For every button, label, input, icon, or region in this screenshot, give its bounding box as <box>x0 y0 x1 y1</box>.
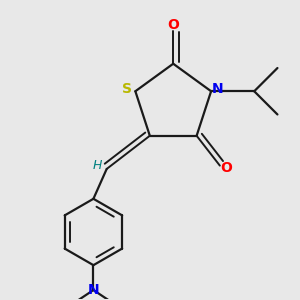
Text: O: O <box>220 161 232 175</box>
Text: S: S <box>122 82 132 96</box>
Text: H: H <box>93 159 102 172</box>
Text: N: N <box>88 283 99 297</box>
Text: O: O <box>167 18 179 32</box>
Text: N: N <box>211 82 223 96</box>
